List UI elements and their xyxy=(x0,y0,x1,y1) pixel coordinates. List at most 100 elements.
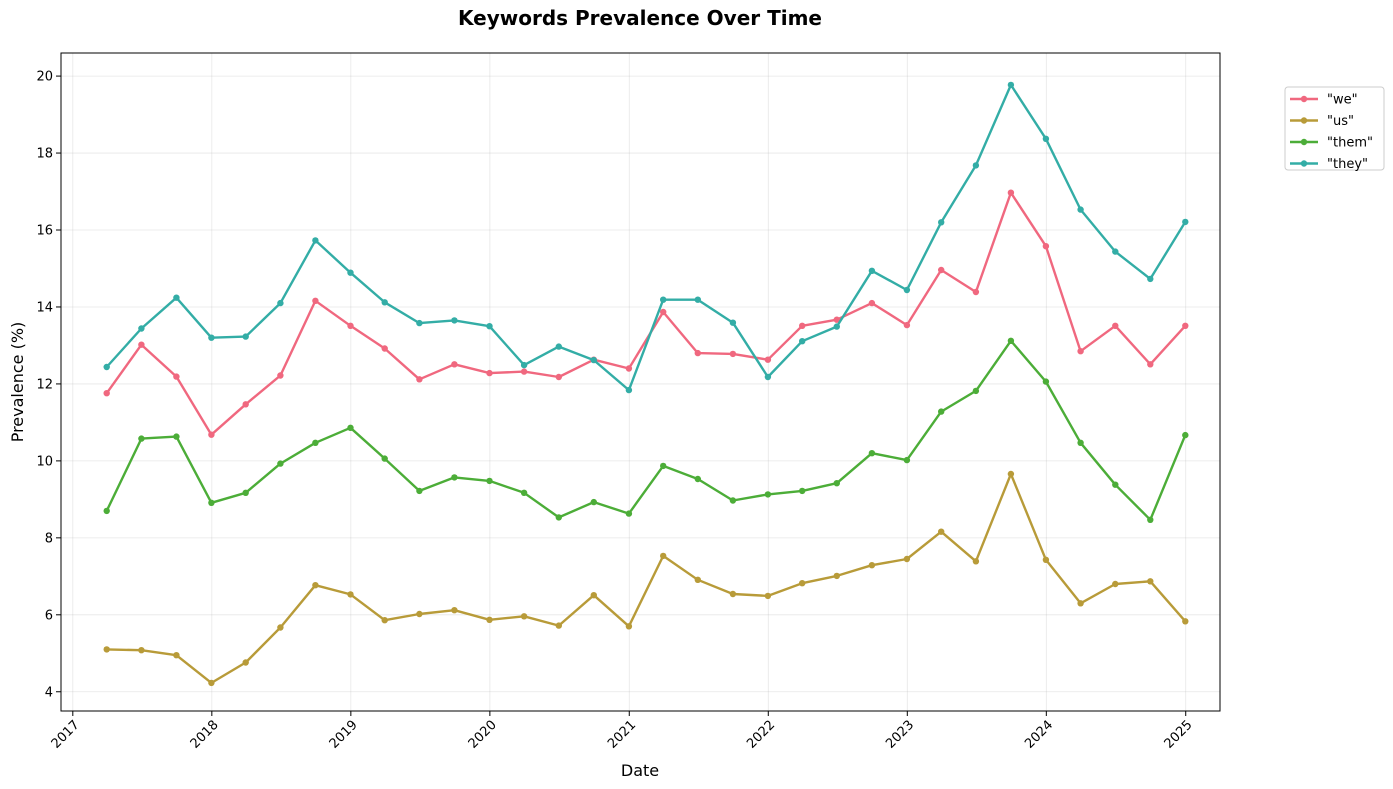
series-0 xyxy=(103,189,1189,438)
data-point xyxy=(312,582,319,589)
data-point xyxy=(277,624,284,631)
data-point xyxy=(694,576,701,583)
data-point xyxy=(833,480,840,487)
data-point xyxy=(1112,481,1119,488)
data-point xyxy=(555,622,562,629)
data-point xyxy=(277,299,284,307)
data-point xyxy=(1182,618,1189,625)
legend-label: "us" xyxy=(1327,114,1354,129)
data-point xyxy=(972,288,980,296)
x-axis-label: Date xyxy=(621,761,659,780)
data-point xyxy=(903,286,911,294)
data-point xyxy=(1042,243,1050,250)
data-point xyxy=(173,373,180,380)
data-point xyxy=(451,474,458,481)
data-point xyxy=(451,317,458,324)
data-point xyxy=(1042,135,1050,142)
series-line xyxy=(105,339,1187,521)
data-point xyxy=(799,487,806,495)
data-point xyxy=(660,308,667,316)
data-point xyxy=(625,510,633,517)
data-point xyxy=(555,514,562,521)
data-point xyxy=(903,555,911,563)
data-point xyxy=(138,325,145,332)
data-point xyxy=(764,592,772,600)
data-point xyxy=(173,652,180,659)
y-tick-label: 16 xyxy=(36,224,53,239)
legend: "we" "us" "them" "they" xyxy=(1284,86,1385,172)
data-point xyxy=(242,489,249,496)
data-point xyxy=(173,294,180,301)
data-point xyxy=(416,319,423,327)
legend-box xyxy=(1284,86,1385,171)
data-point xyxy=(138,647,145,654)
data-point xyxy=(103,363,110,371)
data-point xyxy=(103,646,110,653)
y-tick-label: 12 xyxy=(36,377,53,392)
data-point xyxy=(1007,189,1015,196)
series-line xyxy=(106,472,1187,685)
data-point xyxy=(833,323,840,330)
chart-title: Keywords Prevalence Over Time xyxy=(458,6,822,30)
y-tick-label: 18 xyxy=(36,147,53,162)
data-point xyxy=(486,616,493,623)
data-point xyxy=(764,373,772,381)
data-point xyxy=(833,316,840,323)
data-point xyxy=(520,613,528,620)
data-point xyxy=(486,477,493,485)
data-point xyxy=(486,323,493,330)
series-2 xyxy=(103,337,1189,523)
data-point xyxy=(868,299,876,307)
data-point xyxy=(903,321,911,329)
data-point xyxy=(694,475,701,483)
y-tick-label: 20 xyxy=(36,70,53,85)
data-point xyxy=(625,623,633,630)
data-point xyxy=(625,386,633,394)
data-point xyxy=(520,361,528,369)
series-lines xyxy=(103,81,1189,687)
series-3 xyxy=(103,81,1189,394)
data-point xyxy=(1042,378,1050,385)
data-point xyxy=(486,369,493,377)
data-point xyxy=(868,450,876,457)
data-point xyxy=(1007,470,1015,478)
data-point xyxy=(799,338,806,345)
data-point xyxy=(347,269,354,276)
data-point xyxy=(1147,275,1154,283)
y-tick-label: 4 xyxy=(45,685,53,700)
data-point xyxy=(903,456,911,464)
data-point xyxy=(729,497,737,504)
data-point xyxy=(1077,206,1084,213)
data-point xyxy=(208,499,215,506)
data-point xyxy=(1077,439,1084,446)
grid-lines xyxy=(61,53,1220,711)
data-point xyxy=(972,387,980,395)
legend-label: "them" xyxy=(1327,136,1373,151)
data-point xyxy=(694,296,701,303)
legend-item: "us" xyxy=(1290,114,1354,129)
data-point xyxy=(660,462,667,470)
data-point xyxy=(520,368,528,375)
data-point xyxy=(347,424,354,431)
data-point xyxy=(1077,600,1084,607)
data-point xyxy=(972,162,980,169)
data-point xyxy=(1182,431,1189,439)
legend-swatch-marker xyxy=(1300,95,1308,103)
data-point xyxy=(729,350,737,358)
data-point xyxy=(242,659,249,666)
data-point xyxy=(660,296,667,303)
data-point xyxy=(972,558,980,565)
data-point xyxy=(312,237,319,244)
data-point xyxy=(729,590,737,598)
series-line xyxy=(105,191,1187,436)
y-tick-label: 10 xyxy=(36,454,53,469)
data-point xyxy=(347,322,354,329)
data-point xyxy=(138,435,145,442)
data-point xyxy=(1007,81,1015,89)
data-point xyxy=(381,299,388,306)
data-point xyxy=(799,580,806,587)
legend-item: "they" xyxy=(1290,157,1368,172)
data-point xyxy=(347,591,354,598)
data-point xyxy=(277,372,284,379)
data-point xyxy=(312,439,319,446)
